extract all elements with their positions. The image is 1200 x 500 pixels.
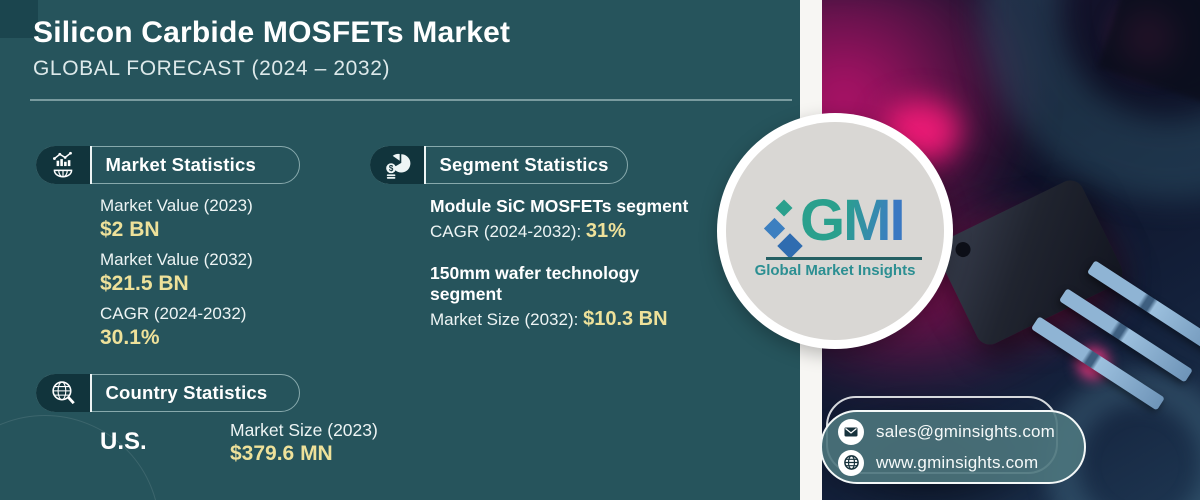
stat-value: 30.1% <box>100 326 160 349</box>
globe-search-icon <box>51 381 75 405</box>
logo-diamond-icon <box>775 199 793 217</box>
market-statistics-badge <box>35 146 92 184</box>
stat-value: $379.6 MN <box>230 442 333 465</box>
stat-label: CAGR (2024-2032): <box>430 222 582 241</box>
gmi-logo: GMI Global Market Insights <box>726 122 944 340</box>
segment-title: Module SiC MOSFETs segment <box>430 196 689 216</box>
logo-underline <box>766 257 922 260</box>
mail-icon <box>838 418 864 445</box>
country-name: U.S. <box>100 428 147 455</box>
stat-label: Market Value (2023) <box>100 196 253 215</box>
contact-website[interactable]: www.gminsights.com <box>876 452 1039 472</box>
logo-letter-g: G <box>800 188 845 253</box>
logo-letters: GMI <box>800 188 906 253</box>
logo-diamond-icon <box>763 217 786 240</box>
globe-chart-icon <box>52 151 72 178</box>
contact-email-row[interactable]: sales@gminsights.com <box>838 418 1084 445</box>
country-statistics-header: Country Statistics <box>35 374 300 412</box>
country-statistics-row: U.S. Market Size (2023) $379.6 MN <box>100 420 378 474</box>
stat-value: 31% <box>585 220 626 242</box>
stat-label: Market Size (2032): <box>430 310 579 329</box>
country-stat: Market Size (2023) $379.6 MN <box>230 420 378 474</box>
segment-item: Module SiC MOSFETs segment CAGR (2024-20… <box>430 196 700 243</box>
country-statistics-badge <box>35 374 92 412</box>
stat-value: $2 BN <box>100 218 160 241</box>
stat-item: Market Value (2032) $21.5 BN <box>100 250 253 296</box>
header-divider-line <box>30 99 792 101</box>
segment-stat-line: CAGR (2024-2032): 31% <box>430 220 700 243</box>
stat-label: CAGR (2024-2032) <box>100 304 247 323</box>
logo-diamond-icon <box>777 233 803 259</box>
svg-text:$: $ <box>388 164 393 173</box>
stat-label: Market Value (2032) <box>100 250 253 269</box>
contact-panel: sales@gminsights.com www.gminsights.com <box>820 410 1086 484</box>
gmi-logo-circle: GMI Global Market Insights <box>717 113 953 349</box>
segment-item: 150mm wafer technology segment Market Si… <box>430 263 700 331</box>
stat-value: $21.5 BN <box>100 272 189 295</box>
market-statistics-heading: Market Statistics <box>105 154 256 175</box>
contact-website-row[interactable]: www.gminsights.com <box>838 449 1084 476</box>
segment-statistics-badge: $ <box>369 146 426 184</box>
contact-email[interactable]: sales@gminsights.com <box>876 421 1056 441</box>
pie-chart-icon: $ <box>385 153 410 179</box>
market-statistics-list: Market Value (2023) $2 BN Market Value (… <box>100 196 253 358</box>
page-subtitle: GLOBAL FORECAST (2024 – 2032) <box>33 57 391 80</box>
segment-statistics-heading: Segment Statistics <box>439 154 609 175</box>
segment-statistics-list: Module SiC MOSFETs segment CAGR (2024-20… <box>430 196 700 351</box>
corner-accent-square <box>0 0 38 38</box>
stat-label: Market Size (2023) <box>230 420 378 440</box>
logo-letter-m: M <box>843 188 891 253</box>
logo-tagline: Global Market Insights <box>754 262 916 279</box>
stat-value: $10.3 BN <box>583 308 668 330</box>
logo-letter-i: I <box>889 188 905 253</box>
stat-item: CAGR (2024-2032) 30.1% <box>100 304 253 350</box>
segment-stat-line: Market Size (2032): $10.3 BN <box>430 308 700 331</box>
globe-icon <box>838 449 864 476</box>
stat-item: Market Value (2023) $2 BN <box>100 196 253 242</box>
market-statistics-header: Market Statistics <box>35 146 300 184</box>
segment-statistics-header: $ Segment Statistics <box>369 146 628 184</box>
segment-title: 150mm wafer technology segment <box>430 263 640 304</box>
page-title: Silicon Carbide MOSFETs Market <box>33 16 511 49</box>
country-statistics-heading: Country Statistics <box>105 382 268 403</box>
